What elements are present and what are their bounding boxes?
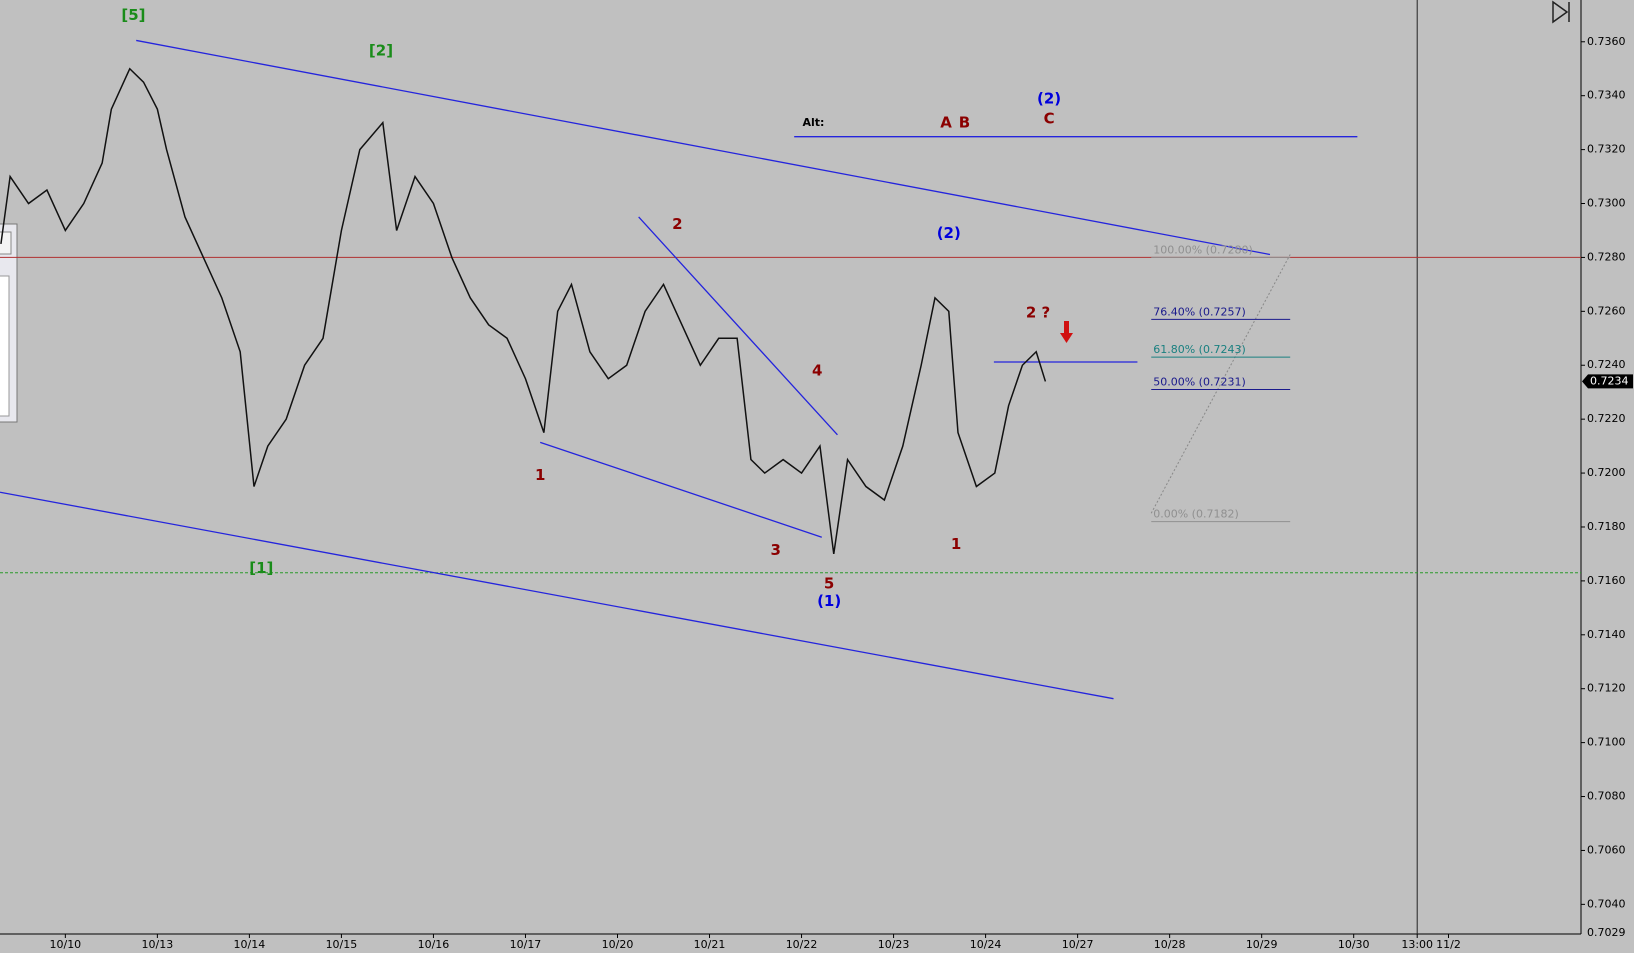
wave-label: B	[959, 114, 970, 132]
y-tick-label: 0.7260	[1587, 304, 1626, 317]
y-tick-label: 0.7200	[1587, 466, 1626, 479]
y-tick-label: 0.7100	[1587, 736, 1626, 749]
fib-label: 50.00% (0.7231)	[1153, 376, 1246, 389]
y-tick-label: 0.7040	[1587, 897, 1626, 910]
x-tick-label: 10/15	[326, 938, 358, 951]
fib-label: 61.80% (0.7243)	[1153, 343, 1246, 356]
x-tick-label: 10/28	[1154, 938, 1186, 951]
trend-line	[638, 216, 838, 436]
last-price-label: 0.7234	[1590, 374, 1629, 387]
y-tick-label: 0.7180	[1587, 520, 1626, 533]
wave-label: (2)	[937, 224, 961, 242]
x-tick-label: 10/23	[878, 938, 910, 951]
x-tick-label: 10/30	[1338, 938, 1370, 951]
y-tick-label: 0.7140	[1587, 628, 1626, 641]
x-tick-label: 13:00	[1401, 938, 1433, 951]
price-line	[0, 67, 1047, 555]
fib-label: 76.40% (0.7257)	[1153, 305, 1246, 318]
x-tick-label: 10/24	[970, 938, 1002, 951]
x-tick-label: 11/2	[1436, 938, 1461, 951]
wave-label: (2)	[1037, 90, 1061, 108]
x-tick-label: 10/13	[142, 938, 174, 951]
wave-label: 5	[824, 575, 834, 593]
y-tick-label: 0.7080	[1587, 790, 1626, 803]
last-price-box	[1582, 374, 1633, 389]
wave-label: 1	[535, 466, 545, 484]
y-tick-label: 0.7160	[1587, 574, 1626, 587]
x-tick-label: 10/17	[510, 938, 542, 951]
y-tick-label: 0.7280	[1587, 250, 1626, 263]
down-arrow	[1060, 321, 1073, 343]
fib-label: 100.00% (0.7280)	[1153, 243, 1253, 256]
x-tick-label: 10/16	[418, 938, 450, 951]
wave-label: 2	[672, 215, 682, 233]
x-tick-label: 10/27	[1062, 938, 1094, 951]
y-tick-label: 0.7120	[1587, 682, 1626, 695]
end-button[interactable]	[1552, 0, 1570, 24]
wave-label: A	[940, 114, 952, 132]
wave-label: [5]	[121, 6, 145, 24]
y-tick-label: 0.7360	[1587, 35, 1626, 48]
wave-label: (1)	[817, 592, 841, 610]
y-tick-label: 0.7300	[1587, 197, 1626, 210]
x-tick-label: 10/14	[234, 938, 266, 951]
wave-label: 2 ?	[1026, 303, 1050, 321]
wave-label: [1]	[249, 559, 273, 577]
y-tick-label: 0.7060	[1587, 843, 1626, 856]
alt-label: Alt:	[803, 116, 825, 129]
y-min-label: 0.7029	[1587, 926, 1626, 939]
trend-line	[1150, 254, 1291, 514]
x-tick-label: 10/21	[694, 938, 726, 951]
wave-label: 4	[812, 362, 822, 380]
wave-label: [2]	[369, 42, 393, 60]
y-tick-label: 0.7320	[1587, 143, 1626, 156]
dialog-fragment	[0, 223, 18, 423]
y-tick-label: 0.7220	[1587, 412, 1626, 425]
x-tick-label: 10/20	[602, 938, 634, 951]
trend-line	[0, 491, 1114, 700]
trend-line	[136, 39, 1271, 256]
y-tick-label: 0.7240	[1587, 358, 1626, 371]
wave-label: 3	[771, 541, 781, 559]
x-tick-label: 10/22	[786, 938, 818, 951]
y-tick-label: 0.7340	[1587, 89, 1626, 102]
wave-label: 1	[951, 535, 961, 553]
trend-line	[539, 441, 822, 538]
x-tick-label: 10/29	[1246, 938, 1278, 951]
fib-label: 0.00% (0.7182)	[1153, 508, 1239, 521]
x-tick-label: 10/10	[49, 938, 81, 951]
wave-label: C	[1044, 109, 1055, 127]
